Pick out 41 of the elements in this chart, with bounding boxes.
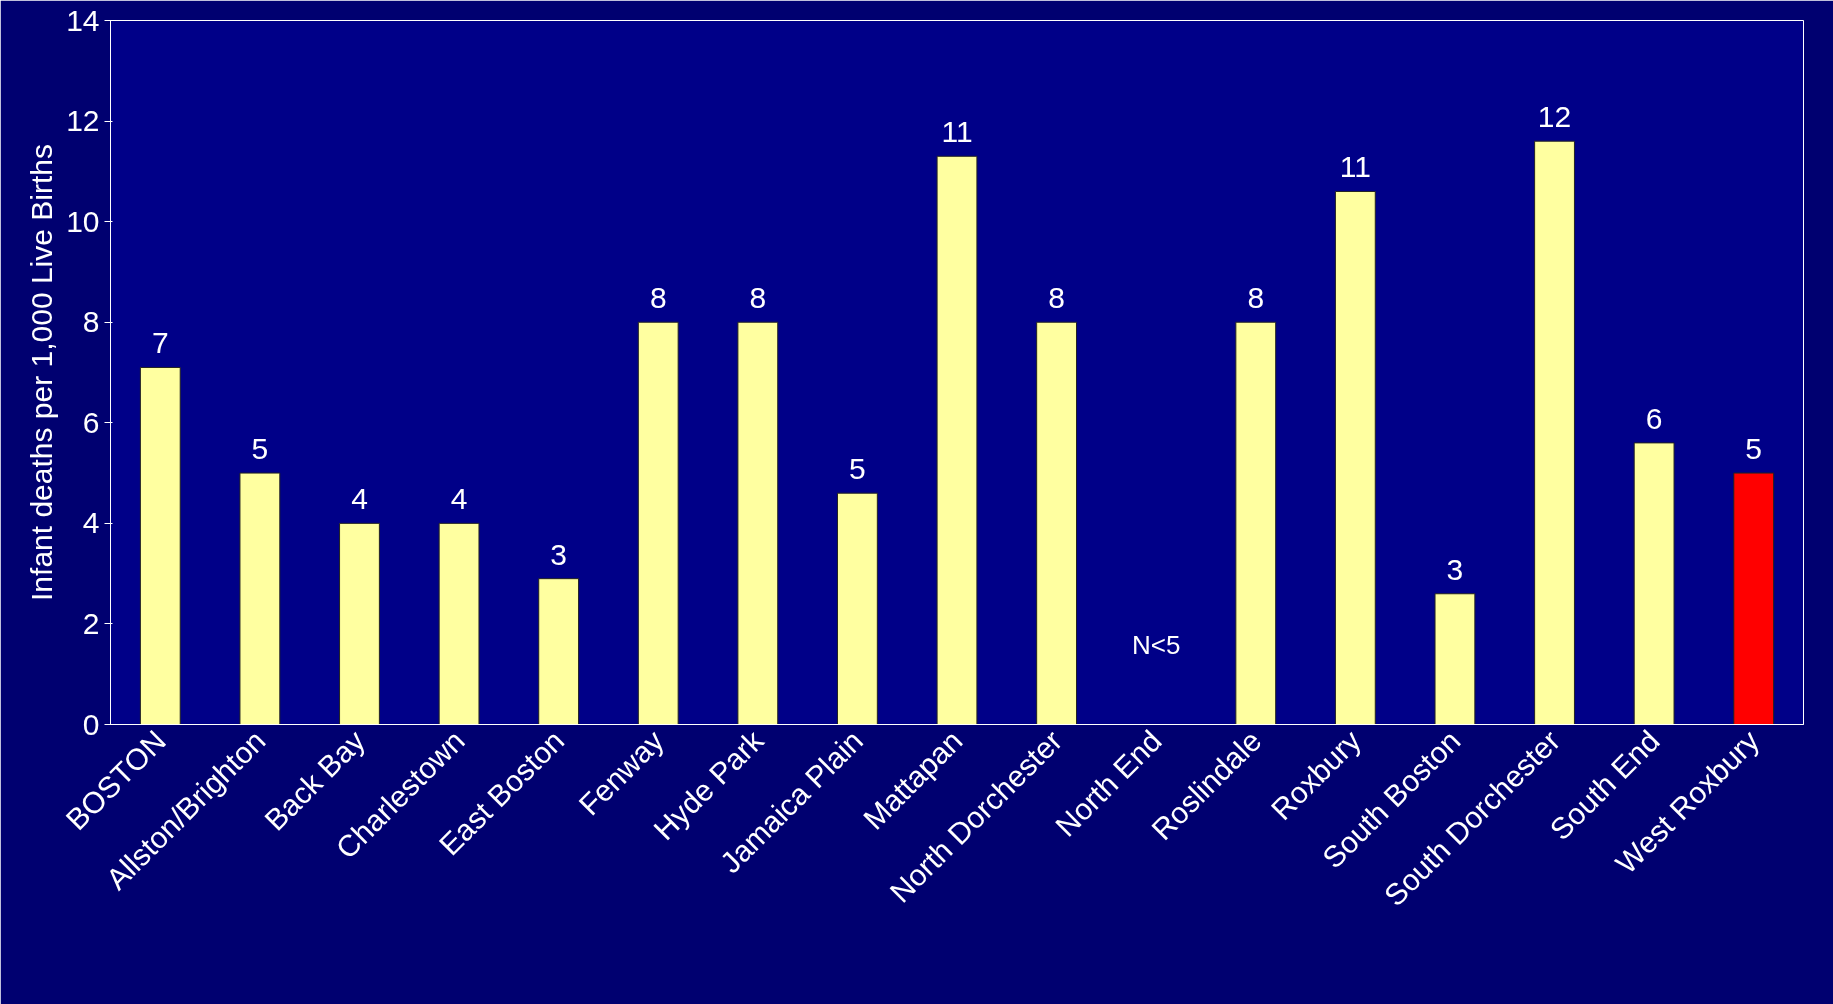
y-tick-label: 14 — [66, 3, 100, 37]
data-label: 3 — [1446, 552, 1464, 586]
bar — [339, 522, 380, 725]
data-label: 3 — [550, 537, 567, 571]
data-label: 12 — [1537, 100, 1572, 134]
bar — [1235, 321, 1277, 725]
bar — [1036, 321, 1078, 725]
data-label: 5 — [251, 432, 269, 466]
data-label: 6 — [1645, 401, 1663, 435]
annotation: N<5 — [1131, 629, 1181, 660]
data-label: 8 — [1247, 281, 1265, 315]
bar — [737, 321, 779, 725]
y-axis-title: Infant deaths per 1,000 Live Births — [25, 144, 59, 601]
data-label: 11 — [1339, 150, 1371, 184]
y-tick-label: 8 — [82, 305, 100, 339]
data-label: 4 — [351, 482, 368, 516]
bar — [1534, 140, 1575, 725]
bar — [637, 321, 679, 725]
data-label: 11 — [941, 115, 973, 149]
bar — [1434, 593, 1476, 725]
y-tick-label: 12 — [66, 104, 100, 138]
y-tick-label: 6 — [82, 405, 100, 439]
data-label: 8 — [649, 281, 667, 315]
bar — [836, 492, 878, 725]
data-label: 4 — [450, 482, 468, 516]
data-label: 5 — [1745, 432, 1763, 466]
bar — [936, 155, 978, 725]
bar — [538, 578, 580, 725]
data-label: 7 — [151, 326, 169, 360]
bar — [1633, 442, 1675, 725]
data-label: 8 — [1048, 281, 1065, 315]
y-tick-label: 10 — [66, 204, 100, 238]
bar — [1334, 190, 1376, 725]
bar — [239, 472, 281, 725]
y-tick-label: 4 — [82, 506, 100, 540]
bar — [438, 522, 480, 725]
bar — [1733, 472, 1775, 725]
data-label: 5 — [849, 452, 866, 486]
bar — [139, 366, 181, 725]
data-label: 8 — [749, 281, 767, 315]
y-tick-label: 2 — [82, 606, 100, 640]
